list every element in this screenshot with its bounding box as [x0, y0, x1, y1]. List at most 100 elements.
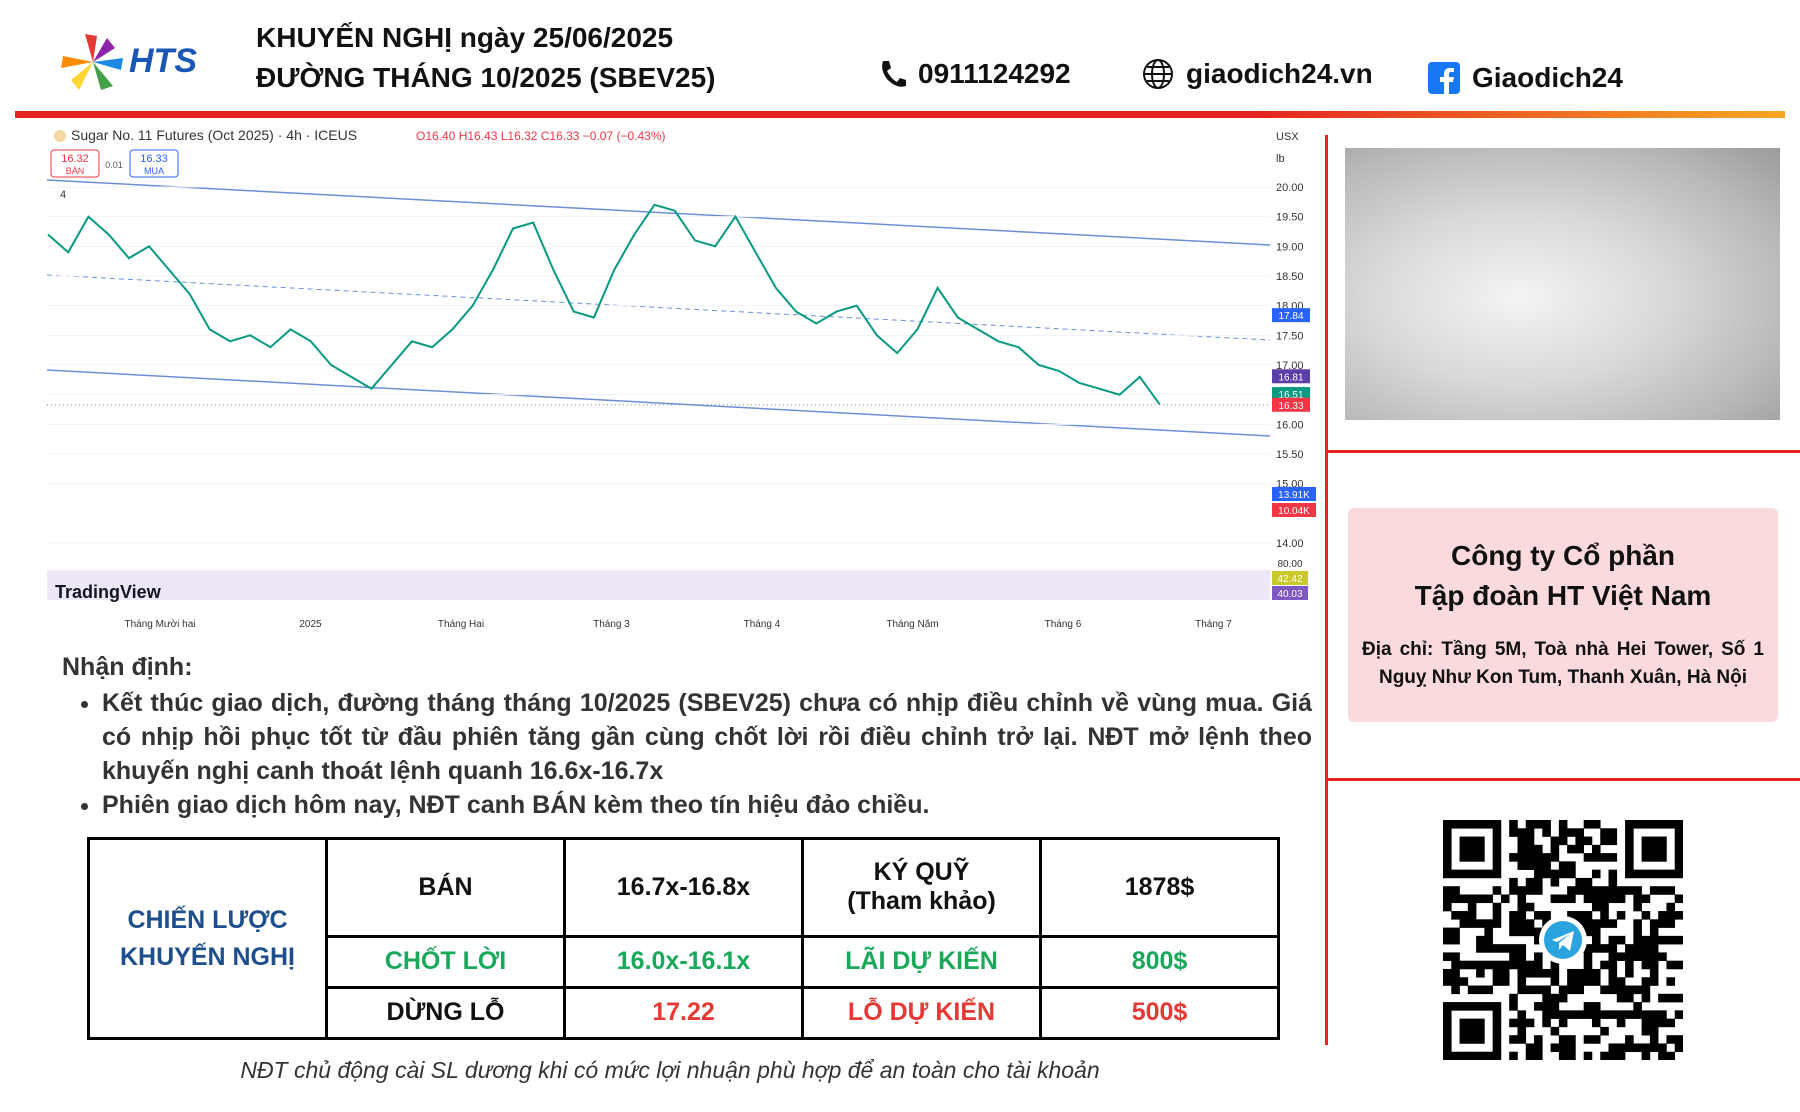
qr-cell [1492, 944, 1502, 953]
qr-cell [1558, 1043, 1568, 1053]
qr-cell [1649, 919, 1659, 928]
qr-cell [1567, 894, 1576, 904]
phone-icon [882, 61, 906, 87]
qr-cell [1500, 960, 1510, 970]
qr-cell [1674, 894, 1683, 904]
qr-cell [1484, 869, 1493, 879]
qr-cell [1658, 869, 1667, 879]
qr-cell [1459, 1051, 1469, 1060]
qr-cell [1451, 968, 1460, 978]
qr-cell [1492, 861, 1502, 870]
qr-cell [1492, 853, 1502, 862]
qr-cell [1583, 911, 1593, 920]
volume-tag [1272, 503, 1316, 517]
qr-cell [1616, 993, 1626, 1003]
qr-cell [1534, 935, 1543, 945]
qr-cell [1492, 1035, 1502, 1044]
qr-cell [1674, 993, 1683, 1003]
qr-cell [1575, 911, 1584, 920]
qr-cell [1509, 1035, 1518, 1044]
qr-cell [1649, 886, 1659, 895]
company-box: Công ty Cổ phần Tập đoàn HT Việt Nam Địa… [1348, 508, 1778, 722]
cell: 17.22 [563, 985, 804, 1041]
price-chart: Sugar No. 11 Futures (Oct 2025) · 4h · I… [45, 125, 1316, 635]
header-rule [15, 111, 1785, 118]
qr-cell [1641, 911, 1651, 920]
qr-cell [1600, 919, 1609, 928]
qr-cell [1608, 919, 1618, 928]
qr-cell [1509, 960, 1518, 970]
qr-cell [1443, 861, 1452, 870]
qr-cell [1658, 844, 1667, 854]
qr-cell [1633, 1002, 1642, 1011]
qr-cell [1459, 869, 1469, 879]
qr-cell [1542, 1002, 1551, 1011]
qr-cell [1459, 1026, 1469, 1036]
qr-cell [1567, 985, 1576, 995]
qr-cell [1558, 828, 1568, 837]
qr-cell [1649, 844, 1659, 854]
qr-cell [1600, 944, 1609, 953]
qr-cell [1625, 828, 1634, 837]
y-tick-label: 14.00 [1276, 538, 1304, 550]
qr-cell [1591, 886, 1601, 895]
qr-cell [1509, 952, 1518, 961]
qr-cell [1666, 993, 1676, 1003]
qr-cell [1633, 1010, 1642, 1019]
panel-rule [1326, 778, 1800, 781]
qr-cell [1583, 853, 1593, 862]
x-tick-label: Tháng 4 [744, 619, 781, 630]
qr-cell [1666, 820, 1676, 829]
qr-cell [1443, 820, 1452, 829]
qr-cell [1641, 952, 1651, 961]
qr-cell [1633, 952, 1642, 961]
qr-cell [1658, 886, 1667, 895]
qr-cell [1575, 886, 1584, 895]
qr-cell [1641, 836, 1651, 846]
qr-cell [1558, 1035, 1568, 1044]
qr-cell [1467, 911, 1477, 920]
qr-cell [1550, 1002, 1560, 1011]
qr-cell [1608, 836, 1618, 846]
qr-cell [1641, 1026, 1651, 1036]
qr-cell [1525, 985, 1535, 995]
qr-cell [1558, 861, 1568, 870]
qr-cell [1591, 853, 1601, 862]
qr-cell [1567, 886, 1576, 895]
sell-label: BÁN [66, 166, 85, 176]
qr-cell [1616, 1051, 1626, 1060]
qr-cell [1476, 844, 1485, 854]
qr-cell [1674, 844, 1683, 854]
qr-cell [1583, 968, 1593, 978]
facebook-icon [1428, 62, 1460, 94]
qr-cell [1666, 902, 1676, 912]
x-tick-label: Tháng Năm [886, 619, 938, 630]
qr-cell [1591, 944, 1601, 953]
qr-cell [1583, 960, 1593, 970]
qr-cell [1467, 1035, 1477, 1044]
qr-cell [1658, 993, 1667, 1003]
qr-cell [1550, 1043, 1560, 1053]
qr-cell [1534, 911, 1543, 920]
qr-cell [1608, 1051, 1618, 1060]
price-tag [1272, 308, 1310, 323]
qr-cell [1550, 877, 1560, 887]
qr-cell [1666, 886, 1676, 895]
qr-cell [1633, 902, 1642, 912]
qr-cell [1567, 968, 1576, 978]
spread: 0.01 [105, 160, 123, 170]
qr-cell [1583, 952, 1593, 961]
cell-line: KÝ QUỸ [873, 858, 970, 887]
x-tick-label: Tháng Hai [438, 619, 484, 630]
qr-cell [1666, 935, 1676, 945]
qr-cell [1567, 844, 1576, 854]
qr-cell [1443, 828, 1452, 837]
qr-cell [1492, 1010, 1502, 1019]
qr-cell [1625, 968, 1634, 978]
qr-cell [1517, 977, 1527, 986]
chart-bg [45, 125, 1315, 635]
divider [1325, 135, 1328, 1045]
qr-cell [1666, 1051, 1676, 1060]
qr-cell [1558, 836, 1568, 846]
y-tick-label: 19.00 [1276, 241, 1304, 253]
